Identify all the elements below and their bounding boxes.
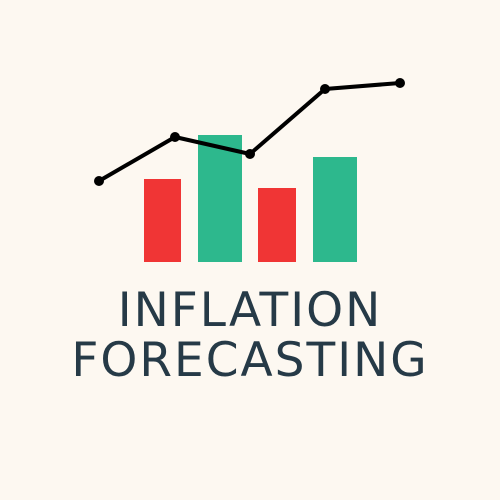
bar-4 [313, 157, 357, 262]
logo-title-line-1: INFLATION [117, 283, 383, 338]
bar-2 [198, 135, 242, 262]
bar-1 [144, 179, 181, 262]
chart-icon [94, 78, 405, 262]
trend-point [94, 176, 104, 186]
trend-line-group [94, 78, 405, 186]
trend-point [170, 132, 180, 142]
trend-point [320, 84, 330, 94]
logo-title-line-2: FORECASTING [71, 333, 429, 388]
trend-point [395, 78, 405, 88]
bar-3 [258, 188, 296, 262]
bars-group [144, 135, 357, 262]
trend-point [245, 149, 255, 159]
